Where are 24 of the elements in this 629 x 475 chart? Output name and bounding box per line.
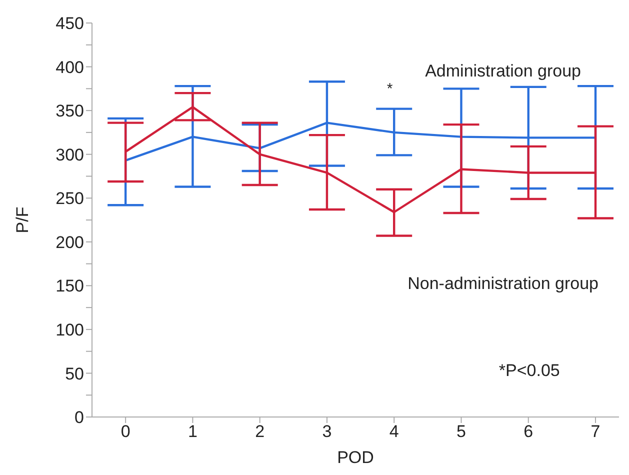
y-tick-label: 100 — [56, 320, 84, 340]
x-tick-label: 1 — [188, 422, 198, 442]
x-tick-label: 5 — [456, 422, 466, 442]
y-tick-label: 250 — [56, 189, 84, 208]
y-tick-label: 300 — [56, 145, 84, 164]
x-tick-label: 0 — [120, 422, 130, 442]
y-tick-label: 0 — [74, 408, 84, 428]
x-tick-label: 3 — [322, 422, 332, 442]
x-tick-label: 2 — [255, 422, 265, 442]
annotation: Non-administration group — [408, 274, 599, 294]
y-tick-label: 200 — [56, 232, 84, 252]
y-axis-title: P/F — [13, 206, 32, 234]
annotation: Administration group — [425, 61, 582, 80]
y-tick-label: 50 — [65, 364, 84, 384]
annotation: *P<0.05 — [498, 360, 560, 380]
y-tick-label: 150 — [56, 276, 84, 296]
x-tick-label: 6 — [524, 422, 534, 442]
x-tick-label: 7 — [590, 422, 600, 442]
y-tick-label: 450 — [56, 14, 84, 34]
x-axis-title: POD — [337, 448, 374, 467]
y-tick-label: 350 — [56, 102, 84, 121]
annotation: * — [386, 80, 393, 98]
x-tick-label: 4 — [389, 422, 399, 442]
y-tick-label: 400 — [56, 58, 84, 77]
